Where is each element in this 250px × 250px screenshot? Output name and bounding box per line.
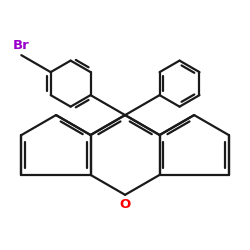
Text: O: O xyxy=(120,198,131,210)
Text: Br: Br xyxy=(13,40,30,52)
